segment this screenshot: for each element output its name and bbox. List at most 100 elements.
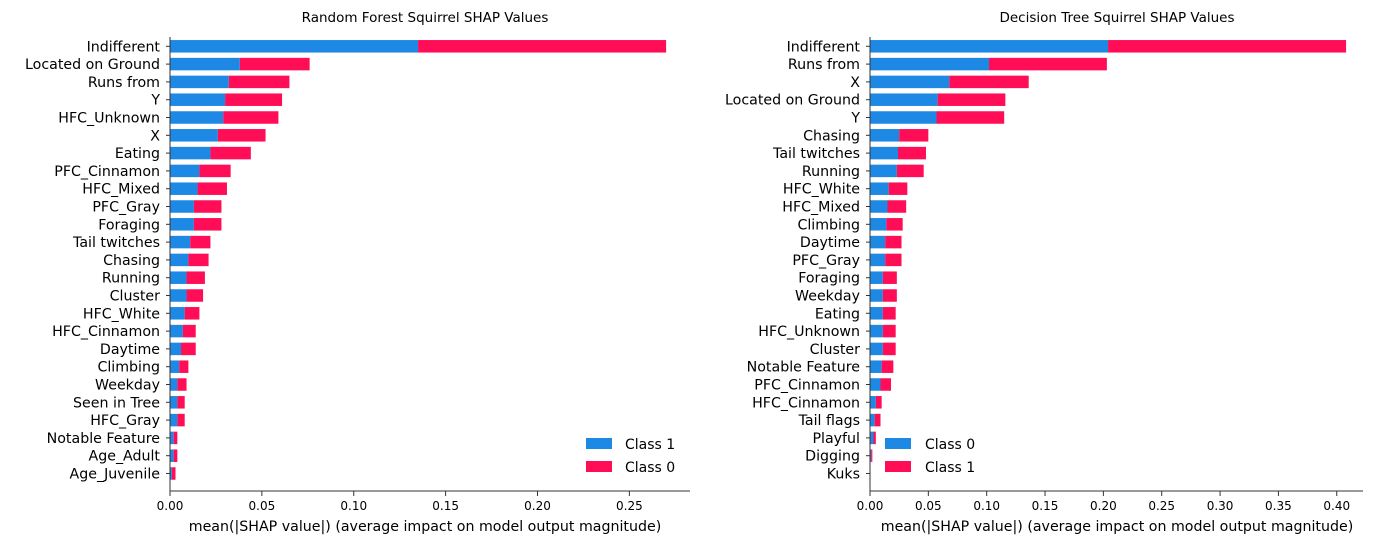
category-label: Running <box>102 271 160 287</box>
bar-segment <box>193 200 222 213</box>
bar-segment <box>870 235 886 249</box>
bar-segment <box>170 75 229 89</box>
category-label: X <box>850 75 860 91</box>
bar-segment <box>870 146 898 160</box>
category-label: Cluster <box>110 289 161 305</box>
bar-segment <box>170 307 185 320</box>
bar-segment <box>870 378 881 391</box>
bar-segment <box>225 93 283 106</box>
bar-segment <box>870 431 874 445</box>
bar-segment <box>880 378 891 391</box>
bar-segment <box>177 396 185 409</box>
category-label: Climbing <box>97 360 160 376</box>
bar-segment <box>182 324 196 338</box>
bar-segment <box>190 235 211 249</box>
x-tick-label: 0.25 <box>1148 499 1175 513</box>
bar-segment <box>870 396 876 409</box>
bar-segment <box>170 342 182 356</box>
category-label: Chasing <box>803 128 860 144</box>
x-tick-label: 0.15 <box>1032 499 1059 513</box>
bar-segment <box>193 218 222 231</box>
bar-segment <box>870 289 883 302</box>
category-label: Foraging <box>798 271 860 287</box>
bar-segment <box>870 253 886 267</box>
bar-segment <box>882 342 896 356</box>
bar-segment <box>170 182 198 195</box>
x-tick-label: 0.00 <box>157 499 184 513</box>
legend-label: Class 1 <box>925 460 975 476</box>
category-label: Eating <box>115 146 160 162</box>
bar-segment <box>239 57 310 71</box>
category-label: HFC_Mixed <box>782 200 860 216</box>
x-tick-label: 0.15 <box>432 499 459 513</box>
bar-segment <box>949 75 1029 89</box>
bar-segment <box>170 40 419 53</box>
category-label: Located on Ground <box>25 57 160 73</box>
category-label: PFC_Gray <box>92 200 160 216</box>
category-label: Foraging <box>98 217 160 233</box>
bar-segment <box>870 413 875 427</box>
bar-segment <box>210 146 251 160</box>
bar-segment <box>870 449 872 462</box>
legend: Class 0 Class 1 <box>885 437 975 476</box>
bar-segment <box>170 413 178 427</box>
chart-title: Random Forest Squirrel SHAP Values <box>302 10 549 26</box>
bar-segment <box>170 57 240 71</box>
bar-segment <box>887 200 907 213</box>
bar-segment <box>177 378 187 391</box>
x-tick-label: 0.35 <box>1265 499 1292 513</box>
bar-segment <box>882 289 897 302</box>
bar-segment <box>170 200 194 213</box>
bar-segment <box>199 164 231 178</box>
category-label: PFC_Cinnamon <box>54 164 160 180</box>
bar-segment <box>870 111 937 124</box>
bar-segment <box>870 200 888 213</box>
bar-segment <box>170 378 178 391</box>
category-label: Climbing <box>797 217 860 233</box>
category-label: HFC_Mixed <box>82 182 160 198</box>
bar-segment <box>223 111 279 124</box>
category-label: Notable Feature <box>47 431 160 447</box>
bar-segment <box>173 431 178 445</box>
category-label: HFC_Gray <box>90 413 160 429</box>
bar-segment <box>871 449 873 462</box>
bar-segment <box>170 218 194 231</box>
bar-segment <box>217 129 266 142</box>
bar-segment <box>882 324 896 338</box>
category-label: Age_Adult <box>89 449 161 465</box>
category-label: Y <box>850 111 860 127</box>
x-tick-label: 0.00 <box>857 499 884 513</box>
bar-segment <box>873 431 876 445</box>
category-label: Running <box>802 164 860 180</box>
legend-swatch-blue <box>885 438 911 449</box>
bar-segment <box>885 235 902 249</box>
bar-segment <box>882 307 896 320</box>
category-label: Digging <box>805 449 860 465</box>
category-label: Age_Juvenile <box>70 467 160 483</box>
legend-label: Class 0 <box>625 460 675 476</box>
category-label: Seen in Tree <box>73 395 160 411</box>
bar-segment <box>870 324 883 338</box>
category-label: Indifferent <box>787 39 861 55</box>
bar-segment <box>170 289 187 302</box>
bar-segment <box>870 271 883 284</box>
bar-segment <box>170 146 211 160</box>
x-tick-label: 0.20 <box>1090 499 1117 513</box>
bar-segment <box>874 413 881 427</box>
bar-segment <box>870 307 883 320</box>
category-label: HFC_White <box>783 182 860 198</box>
legend-label: Class 1 <box>625 437 675 453</box>
bar-segment <box>875 396 882 409</box>
bar-segment <box>937 93 1006 106</box>
bar-segment <box>888 182 908 195</box>
bar-segment <box>170 253 189 267</box>
bar-segment <box>184 307 200 320</box>
x-tick-label: 0.25 <box>616 499 643 513</box>
category-label: HFC_White <box>83 306 160 322</box>
x-tick-label: 0.40 <box>1323 499 1350 513</box>
bar-segment <box>898 146 926 160</box>
bar-segment <box>170 235 191 249</box>
category-label: Notable Feature <box>747 360 860 376</box>
category-label: Kuks <box>827 467 860 483</box>
